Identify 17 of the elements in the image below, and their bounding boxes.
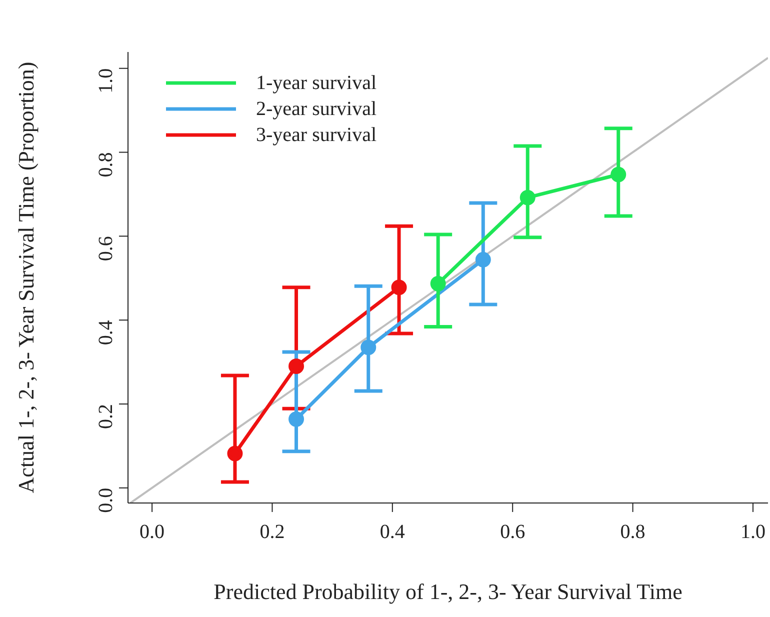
y-axis-title: Actual 1-, 2-, 3- Year Survival Time (Proportion) (14, 62, 38, 494)
legend-label: 2-year survival (256, 97, 377, 122)
y-tick-label: 0.8 (95, 152, 118, 178)
x-tick-label: 0.8 (620, 521, 646, 544)
y-tick-label: 0.6 (95, 236, 118, 262)
legend-label: 1-year survival (256, 71, 377, 96)
x-tick-label: 1.0 (740, 521, 766, 544)
x-tick-label: 0.0 (140, 521, 165, 544)
x-axis-title: Predicted Probability of 1-, 2-, 3- Year Survival Time (214, 579, 682, 604)
y-tick-label: 1.0 (95, 68, 118, 94)
x-tick-label: 0.2 (260, 521, 285, 544)
legend-label: 3-year survival (256, 123, 377, 148)
y-tick-label: 0.4 (95, 320, 118, 346)
x-tick-label: 0.6 (500, 521, 526, 544)
x-tick-label: 0.4 (380, 521, 405, 544)
y-tick-label: 0.2 (95, 404, 118, 429)
y-tick-label: 0.0 (95, 488, 118, 513)
